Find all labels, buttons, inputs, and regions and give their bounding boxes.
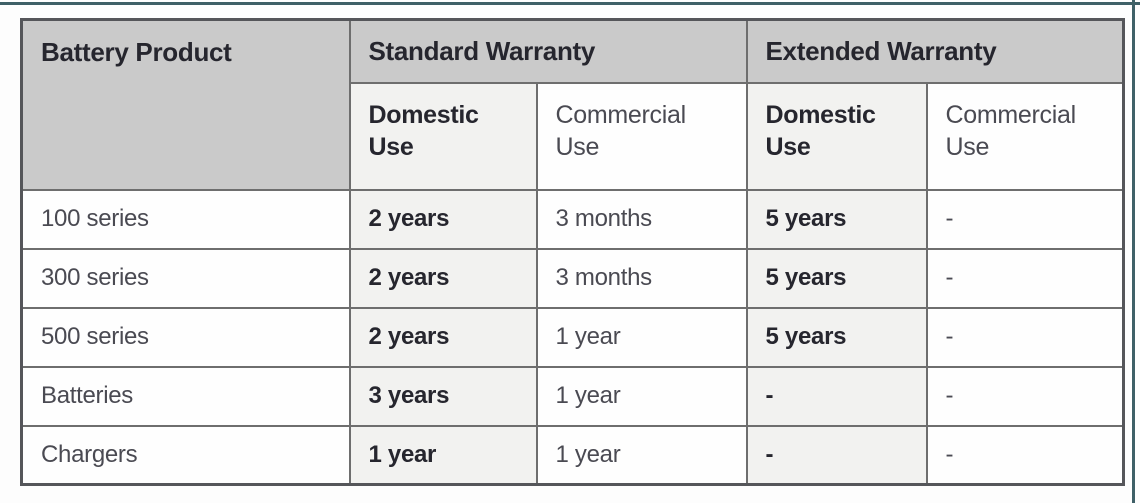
standard-commercial-cell: 3 months [535, 188, 748, 250]
extended-domestic-cell: - [745, 365, 928, 427]
table-header-sub-row: Domestic Use Commercial Use Domestic Use… [22, 81, 1125, 191]
extended-commercial-cell: - [925, 365, 1125, 427]
standard-domestic-cell: 2 years [348, 247, 538, 309]
extended-domestic-cell: - [745, 424, 928, 486]
product-name-cell: Batteries [20, 365, 351, 427]
standard-domestic-cell: 2 years [348, 188, 538, 250]
standard-commercial-cell: 1 year [535, 306, 748, 368]
header-extended-domestic-use: Domestic Use [745, 81, 928, 191]
warranty-table: Battery Product Standard Warranty Extend… [20, 18, 1126, 486]
standard-commercial-cell: 1 year [535, 365, 748, 427]
extended-domestic-cell: 5 years [745, 247, 928, 309]
standard-domestic-cell: 1 year [348, 424, 538, 486]
extended-domestic-cell: 5 years [745, 188, 928, 250]
header-extended-warranty: Extended Warranty [745, 18, 1125, 84]
table-row: Batteries 3 years 1 year - - [20, 365, 1125, 427]
table-row: Chargers 1 year 1 year - - [20, 424, 1125, 486]
table-row: 300 series 2 years 3 months 5 years - [20, 247, 1125, 309]
product-name-cell: 300 series [20, 247, 351, 309]
product-name-cell: 500 series [20, 306, 351, 368]
extended-commercial-cell: - [925, 306, 1125, 368]
page-top-border-line [0, 2, 1140, 5]
table-row: 500 series 2 years 1 year 5 years - [20, 306, 1125, 368]
extended-domestic-cell: 5 years [745, 306, 928, 368]
header-standard-warranty: Standard Warranty [348, 18, 748, 84]
product-name-cell: 100 series [20, 188, 351, 250]
standard-domestic-cell: 2 years [348, 306, 538, 368]
extended-commercial-cell: - [925, 247, 1125, 309]
header-battery-product: Battery Product [20, 18, 351, 191]
extended-commercial-cell: - [925, 424, 1125, 486]
table-row: 100 series 2 years 3 months 5 years - [20, 188, 1125, 250]
standard-commercial-cell: 1 year [535, 424, 748, 486]
table-header-group-row: Battery Product Standard Warranty Extend… [20, 18, 1125, 191]
standard-domestic-cell: 3 years [348, 365, 538, 427]
extended-commercial-cell: - [925, 188, 1125, 250]
header-standard-domestic-use: Domestic Use [348, 81, 538, 191]
standard-commercial-cell: 3 months [535, 247, 748, 309]
header-standard-commercial-use: Commercial Use [535, 81, 748, 191]
product-name-cell: Chargers [20, 424, 351, 486]
header-extended-commercial-use: Commercial Use [925, 81, 1125, 191]
page-right-border-line [1132, 0, 1135, 503]
